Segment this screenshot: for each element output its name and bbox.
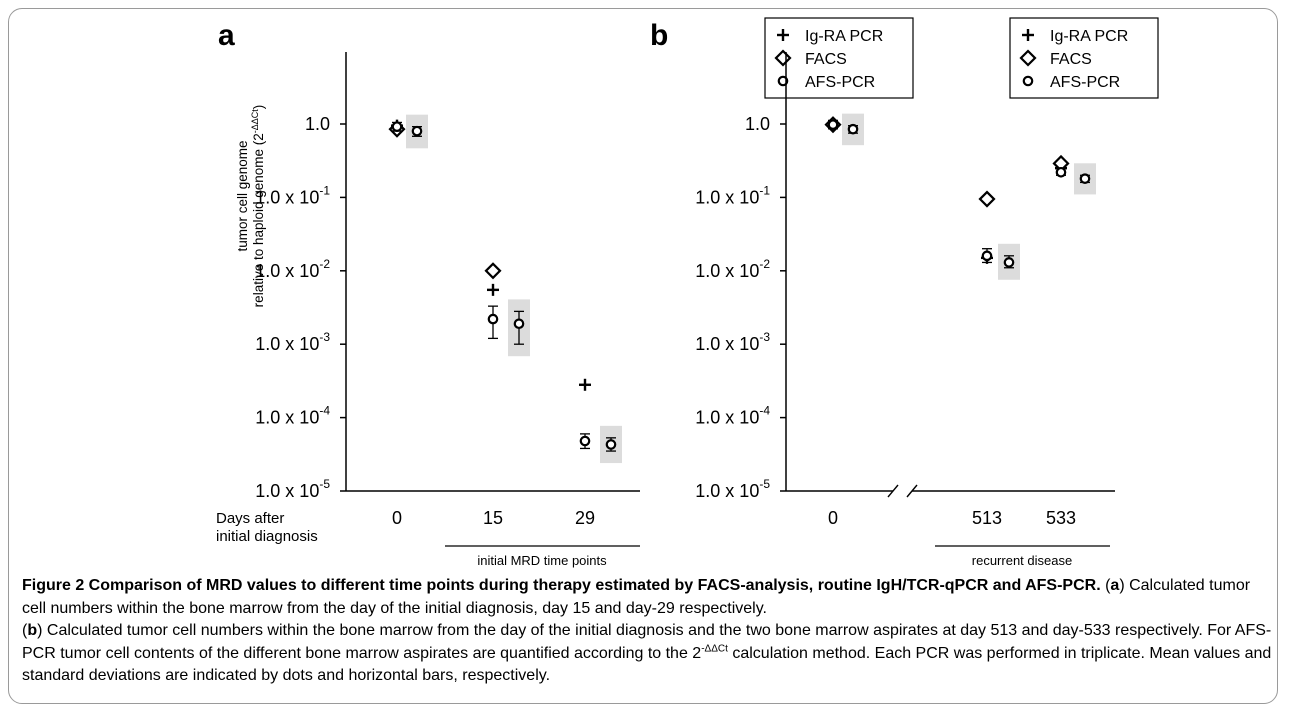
panel-a-ylabel-line2: relative to haploid genome (2-ΔΔCt): [250, 105, 266, 308]
panel-a-legend-label-2: AFS-PCR: [805, 74, 875, 91]
panel-a-category-label-1: 15: [483, 508, 503, 528]
panel-b-legend-marker-2: [1022, 75, 1034, 87]
panel-b-legend-label-1: FACS: [1050, 51, 1092, 68]
panel-a-point-diamond-1: [484, 262, 502, 280]
panel-a-x-row-label-2: initial diagnosis: [216, 528, 318, 545]
panel-a-category-label-2: 29: [575, 508, 595, 528]
panel-b-point-circle-1: [981, 250, 993, 262]
panel-b-rep-point-0: [847, 123, 859, 135]
panel-b-legend-label-2: AFS-PCR: [1050, 74, 1120, 91]
figure-frame: [8, 8, 1278, 704]
panel-a-legend-label-1: FACS: [805, 51, 847, 68]
panel-b-ytick-label-0: 1.0: [745, 114, 770, 134]
panel-a-group-label: initial MRD time points: [477, 553, 607, 568]
caption-a-label: a: [1110, 577, 1120, 594]
panel-b-point-circle-2: [1055, 166, 1067, 178]
panel-a-ytick-label-0: 1.0: [305, 114, 330, 134]
panel-a-rep-point-2: [605, 439, 617, 450]
panel-b-axis-break-1: [887, 484, 899, 498]
panel-b-legend-marker-1: [1019, 49, 1037, 67]
caption-b-sup: -ΔΔCt: [701, 643, 728, 655]
caption-a-open: (: [1100, 577, 1111, 594]
panel-b-category-label-0: 0: [828, 508, 838, 528]
panel-a-point-circle-0: [391, 121, 403, 132]
panel-a-point-plus-2: [579, 378, 591, 391]
panel-a-point-circle-1: [487, 313, 499, 325]
panel-a-legend-label-0: Ig-RA PCR: [805, 28, 883, 45]
panel-b-ytick-label-4: 1.0 x 10-4: [695, 404, 770, 428]
figure-caption: Figure 2 Comparison of MRD values to dif…: [22, 575, 1272, 688]
panel-b-point-circle-0: [827, 119, 839, 130]
panel-b-ytick-label-5: 1.0 x 10-5: [695, 477, 770, 501]
panel-b-ytick-label-1: 1.0 x 10-1: [695, 183, 770, 207]
panel-a-point-plus-1: [487, 283, 499, 296]
panel-b-group-label: recurrent disease: [972, 553, 1072, 568]
panel-b-legend-label-0: Ig-RA PCR: [1050, 28, 1128, 45]
panel-b-rep-point-1: [1003, 257, 1015, 268]
panel-a-ytick-label-3: 1.0 x 10-3: [255, 330, 330, 354]
caption-title: Figure 2 Comparison of MRD values to dif…: [22, 577, 1101, 594]
caption-a-text: ) Calculated tumor cell numbers within t…: [22, 577, 1251, 617]
panel-b-legend-marker-0: [1022, 29, 1034, 41]
panel-a-ytick-label-4: 1.0 x 10-4: [255, 404, 330, 428]
panel-a-ylabel-line1: tumor cell genome: [235, 140, 250, 251]
panel-a-ytick-label-5: 1.0 x 10-5: [255, 477, 330, 501]
caption-b-label: b: [27, 622, 38, 639]
panel-b-ytick-label-2: 1.0 x 10-2: [695, 257, 770, 281]
panel-a-rep-point-1: [513, 318, 525, 330]
panel-b-axis-break-2: [906, 484, 918, 498]
caption-b-text: ) Calculated tumor cell numbers within t…: [22, 622, 1272, 662]
panel-b-label: b: [650, 19, 668, 52]
panel-b-rep-point-2: [1079, 173, 1091, 184]
caption-b-text2: calculation method. Each PCR was perform…: [22, 644, 1272, 685]
panel-a-ytick-label-2: 1.0 x 10-2: [255, 257, 330, 281]
panel-a-rep-point-0: [411, 125, 423, 137]
figure-chart: a 1.0 1.0 x 10-1 1.0 x 10-2 1.0 x 10-3 1.0 x …: [216, 17, 1159, 568]
caption-b-open: (: [22, 622, 28, 639]
panel-b-ytick-label-3: 1.0 x 10-3: [695, 330, 770, 354]
panel-a-legend-marker-0: [777, 29, 789, 41]
panel-a-point-circle-2: [579, 435, 591, 447]
panel-a-label: a: [218, 19, 235, 52]
panel-a-ytick-label-1: 1.0 x 10-1: [255, 183, 330, 207]
panel-a-legend-marker-2: [777, 75, 789, 87]
panel-b-point-diamond-1: [978, 190, 996, 208]
panel-b-category-label-2: 533: [1046, 508, 1076, 528]
panel-a-category-label-0: 0: [392, 508, 402, 528]
panel-a-x-row-label-1: Days after: [216, 510, 284, 527]
panel-b-category-label-1: 513: [972, 508, 1002, 528]
